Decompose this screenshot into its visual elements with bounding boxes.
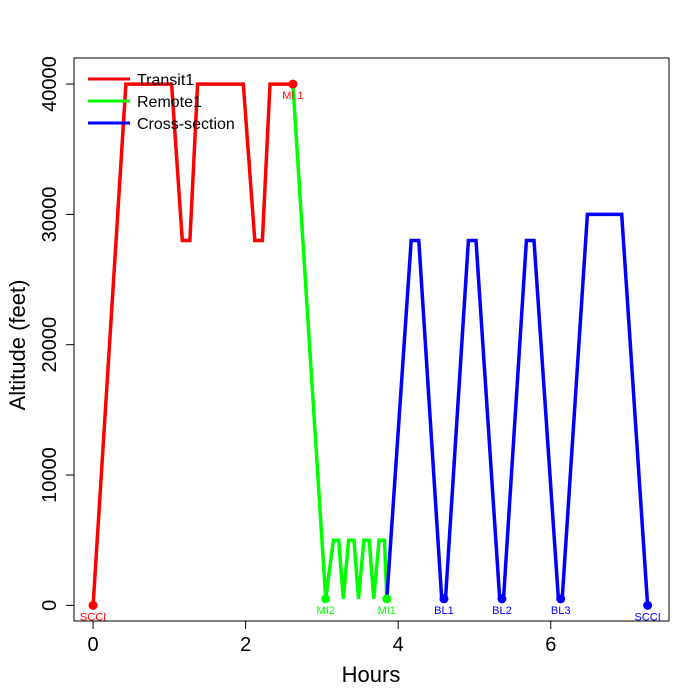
y-axis: 0 10000 20000 30000 40000: [39, 56, 75, 611]
x-tick-label: 2: [240, 634, 251, 656]
legend: Transit1 Remote1 Cross-section: [88, 72, 235, 133]
waypoint-label: BL1: [434, 605, 454, 617]
series-line-cross-section: [385, 212, 650, 606]
waypoint-label: BL2: [492, 605, 512, 617]
waypoint-marker: [497, 594, 507, 604]
series-line-transit1: [91, 82, 293, 606]
marker-layer: SCCI MI 1 MI2 MI1 BL1 BL2 BL3 SCCI: [80, 79, 661, 623]
waypoint-label: MI 1: [282, 90, 303, 102]
y-tick-label: 0: [39, 600, 61, 611]
x-axis: 0 2 4 6: [88, 620, 556, 656]
waypoint-marker: [321, 594, 331, 604]
waypoint-marker: [382, 594, 392, 604]
waypoint-label: BL3: [551, 605, 571, 617]
waypoint-marker: [439, 594, 449, 604]
x-tick-label: 4: [393, 634, 404, 656]
waypoint-marker: [643, 600, 653, 610]
legend-label-transit1: Transit1: [137, 72, 194, 89]
series-line-remote1: [291, 83, 389, 600]
y-axis-title: Altitude (feet): [5, 280, 30, 411]
waypoint-marker: [288, 79, 298, 89]
y-tick-label: 10000: [39, 447, 61, 503]
waypoint-label: MI1: [378, 605, 396, 617]
waypoint-label: SCCI: [635, 611, 661, 623]
legend-label-cross-section: Cross-section: [137, 116, 235, 133]
waypoint-label: MI2: [317, 605, 335, 617]
y-tick-label: 40000: [39, 56, 61, 112]
legend-label-remote1: Remote1: [137, 94, 202, 111]
waypoint-marker: [88, 600, 98, 610]
y-tick-label: 30000: [39, 187, 61, 243]
waypoint-label: SCCI: [80, 611, 106, 623]
x-axis-title: Hours: [342, 662, 401, 687]
series-layer: [91, 82, 650, 606]
x-tick-label: 6: [545, 634, 556, 656]
y-tick-label: 20000: [39, 317, 61, 373]
waypoint-marker: [556, 594, 566, 604]
x-tick-label: 0: [88, 634, 99, 656]
